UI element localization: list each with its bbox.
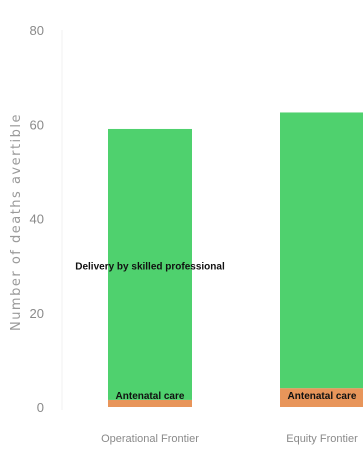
y-axis-label: Number of deaths avertible — [9, 113, 24, 331]
bar-segment — [108, 399, 192, 407]
segment-labels: Antenatal care Delivery by skilled profes… — [75, 262, 357, 402]
y-tick-label: 40 — [30, 212, 44, 227]
bar-segment — [108, 128, 192, 400]
y-axis-ticks: 0 20 40 60 80 — [30, 23, 44, 415]
bar-segment — [280, 388, 363, 407]
category-label: Operational Frontier — [101, 433, 199, 445]
y-tick-label: 60 — [30, 117, 44, 132]
y-tick-label: 0 — [37, 400, 44, 415]
y-tick-label: 80 — [30, 23, 44, 38]
category-labels: Operational Frontier Equity Frontier — [101, 433, 358, 445]
segment-label: Antenatal care — [288, 391, 357, 402]
bar-segment — [280, 112, 363, 389]
category-label: Equity Frontier — [286, 433, 358, 445]
segment-label: Delivery by skilled professional — [75, 262, 225, 273]
y-tick-label: 20 — [30, 306, 44, 321]
segment-label: Antenatal care — [116, 391, 185, 402]
bars — [108, 112, 363, 407]
